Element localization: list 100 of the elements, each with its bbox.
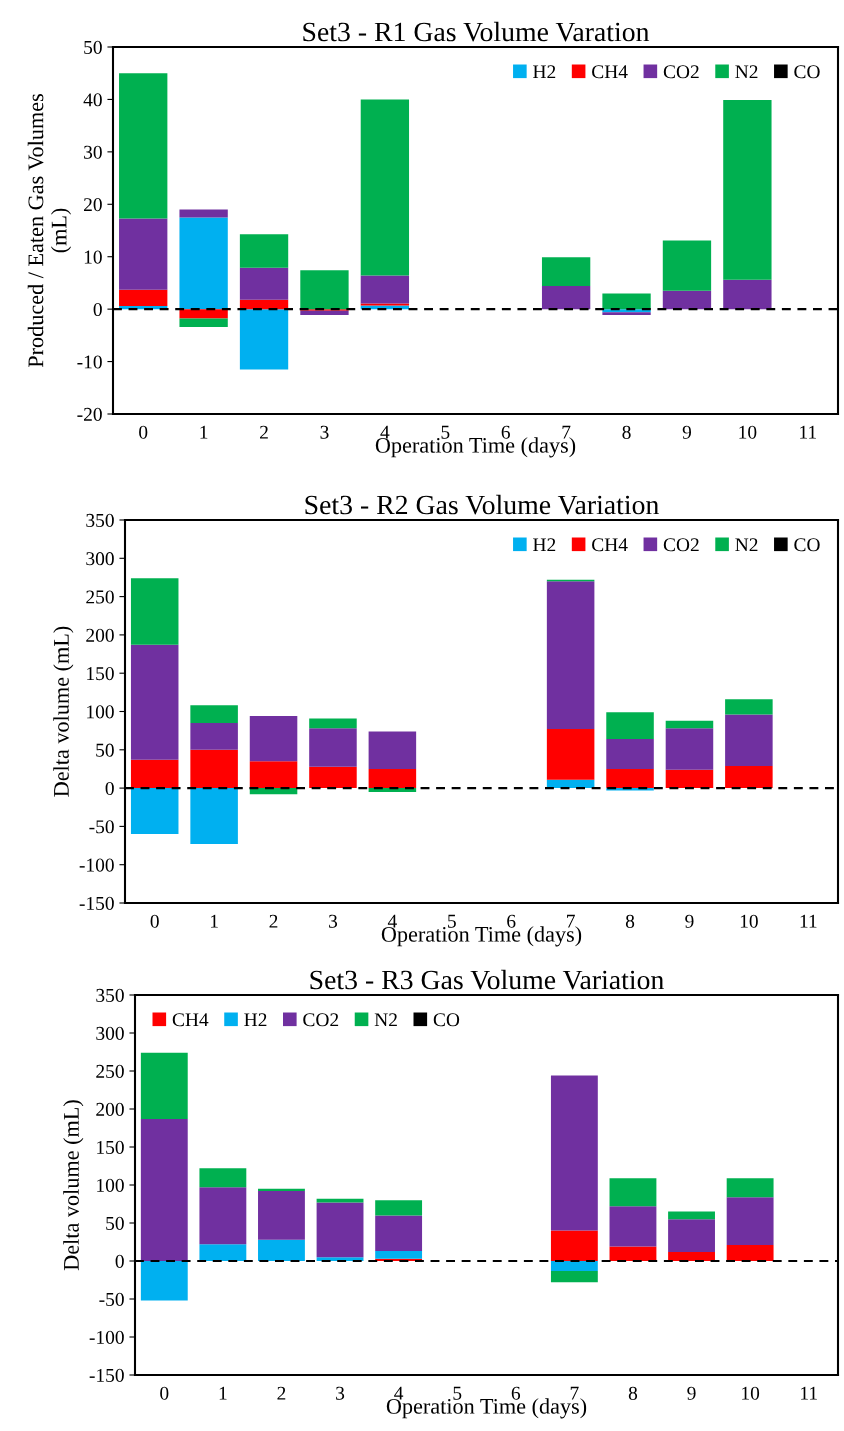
bar — [375, 1200, 423, 1216]
bar — [726, 1197, 774, 1246]
bar — [550, 1270, 598, 1283]
x-tick-label: 2 — [269, 914, 278, 928]
x-tick-label: 0 — [139, 425, 148, 439]
bar — [723, 279, 772, 310]
bar — [606, 768, 654, 789]
x-tick-label: 4 — [387, 914, 397, 928]
x-tick-label: 9 — [685, 914, 694, 928]
x-tick-label: 2 — [277, 1386, 286, 1400]
legend-label: N2 — [735, 538, 758, 552]
x-tick-label: 11 — [801, 1386, 817, 1400]
y-tick-label: 40 — [83, 93, 102, 107]
y-tick-label: -50 — [99, 1292, 124, 1306]
y-tick-label: 10 — [84, 250, 102, 264]
x-tick-label: 8 — [622, 425, 631, 439]
bar — [665, 720, 714, 729]
x-tick-label: 4 — [394, 1386, 404, 1400]
bar — [130, 578, 179, 645]
legend-label: N2 — [735, 65, 758, 79]
bar — [726, 1178, 774, 1198]
y-tick-label: -10 — [77, 355, 102, 369]
x-tick-label: 0 — [150, 914, 159, 928]
bar — [665, 728, 714, 770]
legend-label: H2 — [533, 65, 556, 79]
legend-label: CO — [794, 538, 820, 552]
chart-title: Set3 - R1 Gas Volume Varation — [303, 21, 650, 42]
y-tick-label: 250 — [96, 1064, 124, 1078]
y-tick-label: 0 — [93, 302, 102, 317]
bar — [199, 1168, 247, 1188]
x-tick-label: 5 — [448, 914, 456, 928]
bar — [190, 722, 238, 750]
y-tick-label: 200 — [86, 628, 114, 642]
legend-label: CH4 — [592, 538, 628, 552]
bar — [199, 1244, 247, 1261]
y-tick-label: -50 — [89, 820, 114, 834]
y-tick-label: -150 — [89, 1368, 124, 1382]
y-tick-label: 0 — [105, 781, 114, 796]
y-axis-title: Delta volume (mL) — [63, 1100, 84, 1271]
bar — [119, 218, 168, 290]
y-tick-label: 50 — [96, 743, 114, 757]
bar — [140, 1118, 188, 1261]
x-tick-label: 8 — [628, 1386, 638, 1400]
legend-label: N2 — [374, 1013, 397, 1027]
y-tick-label: -100 — [79, 858, 114, 872]
y-tick-label: 50 — [106, 1216, 124, 1230]
x-tick-label: 1 — [200, 425, 208, 439]
bar — [130, 788, 179, 835]
bar — [541, 257, 591, 287]
bar — [662, 240, 712, 291]
bar — [546, 729, 595, 780]
bar — [179, 217, 228, 310]
bar — [550, 1230, 598, 1261]
x-tick-label: 0 — [160, 1386, 169, 1400]
x-tick-label: 11 — [800, 425, 816, 439]
bar — [550, 1261, 598, 1271]
x-axis-title: Operation Time (days) — [386, 1398, 587, 1419]
bar — [360, 303, 410, 306]
y-tick-label: 50 — [84, 40, 102, 54]
x-tick-label: 6 — [501, 425, 510, 439]
bar — [190, 788, 238, 845]
bar — [606, 712, 654, 740]
bar — [368, 731, 417, 769]
y-tick-label: 30 — [84, 145, 102, 159]
legend-label: H2 — [533, 538, 556, 552]
bar — [662, 290, 712, 310]
x-tick-label: 3 — [329, 914, 338, 928]
y-tick-label: 0 — [115, 1254, 124, 1268]
bar — [602, 293, 651, 310]
bar — [360, 275, 410, 304]
y-tick-label: 350 — [96, 988, 124, 1002]
bar — [375, 1251, 423, 1259]
bar — [668, 1219, 715, 1252]
x-tick-label: 6 — [507, 914, 516, 928]
y-axis-title: Delta volume (mL) — [53, 626, 74, 797]
y-tick-label: 150 — [97, 1140, 124, 1154]
bar — [199, 1187, 247, 1245]
x-tick-label: 3 — [320, 425, 329, 439]
y-tick-label: 100 — [97, 1178, 124, 1192]
x-tick-label: 10 — [742, 1386, 760, 1400]
legend-label: CO — [433, 1013, 460, 1027]
bar — [130, 644, 179, 760]
x-axis-title: Operation Time (days) — [381, 926, 582, 947]
y-tick-label: -150 — [79, 896, 114, 910]
y-tick-label: 300 — [86, 552, 114, 566]
bar — [258, 1239, 305, 1261]
x-tick-label: 1 — [210, 914, 218, 928]
legend-label: CO2 — [663, 65, 699, 79]
bar — [550, 1075, 598, 1231]
x-tick-label: 1 — [219, 1386, 227, 1400]
bar — [609, 1178, 657, 1207]
x-tick-label: 7 — [570, 1386, 579, 1400]
y-axis-title: Produced / Eaten Gas Volumes (mL) — [27, 94, 72, 368]
legend-label: CO — [794, 65, 820, 79]
bar — [239, 309, 289, 370]
bar — [119, 289, 168, 306]
y-tick-label: -20 — [77, 407, 102, 421]
chart-title: Set3 - R2 Gas Volume Variation — [305, 494, 659, 515]
bar — [309, 728, 357, 767]
bar — [309, 718, 357, 729]
